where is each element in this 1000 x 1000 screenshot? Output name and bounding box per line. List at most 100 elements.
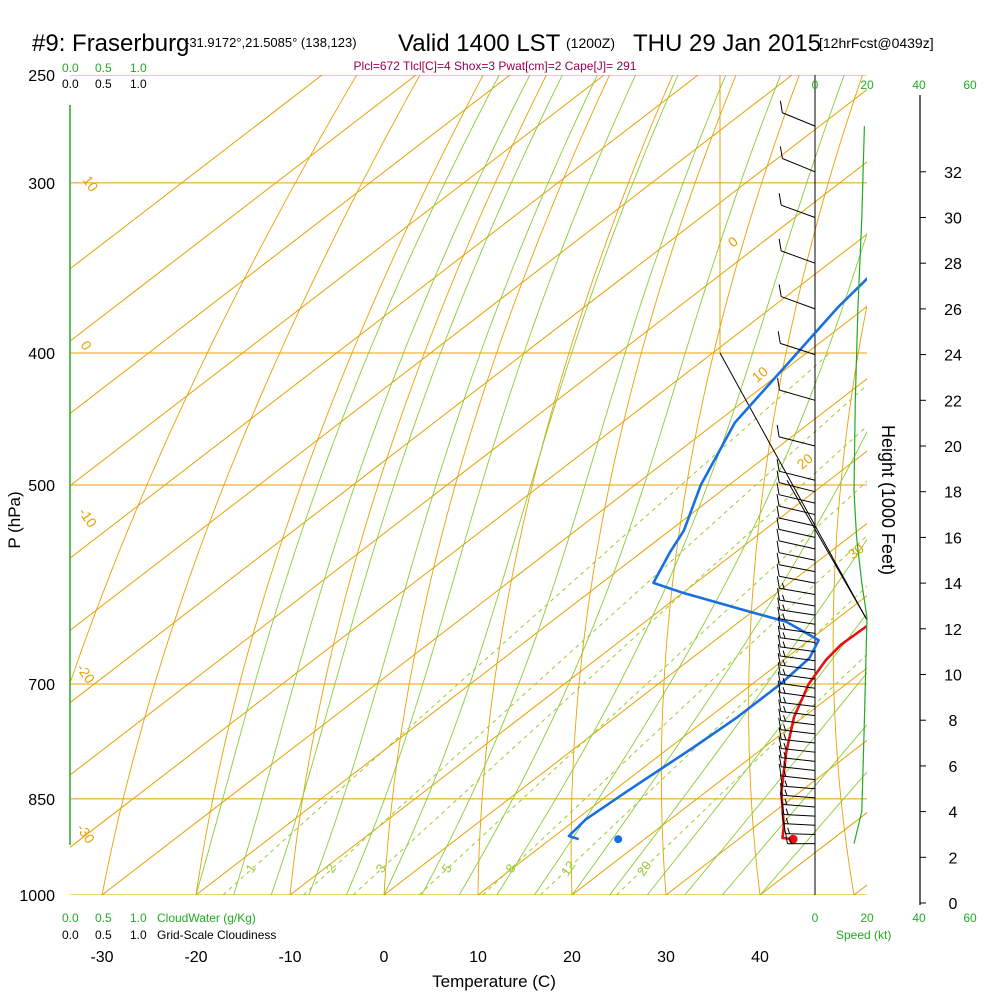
speed-tick-bottom-1: 20 [860,911,874,925]
wind-barb [782,158,816,173]
wind-barb-feather [776,517,780,530]
wind-barb-feather [782,604,786,611]
wind-barb [779,575,816,584]
wind-barb [780,637,816,644]
pressure-tick-label: 500 [28,478,55,495]
wind-barb-feather [777,671,781,684]
isotherm-line [70,75,793,632]
pressure-tick-label: 1000 [19,888,55,905]
speed-tick-bottom-0: 0 [812,911,819,925]
wind-barb-feather [778,736,782,749]
isotherm-label: -30 [74,821,99,847]
wind-barb [780,628,816,634]
dry-adiabat-line [101,75,421,895]
wind-barb-feather [783,742,787,750]
wind-barb [780,711,816,717]
wind-barb [778,552,816,561]
wind-barb-feather [782,641,786,648]
chart-title-coords: -31.9172°,21.5085° (138,123) [185,35,357,50]
wind-barb [782,803,816,808]
height-tick-label: 20 [944,439,962,456]
wind-barb [778,505,816,516]
moist-adiabat-line [571,430,867,895]
chart-title-valid: Valid 1400 LST [398,30,561,57]
dewpoint-line [567,276,867,841]
wind-barb [781,250,816,264]
isotherm-line [70,233,867,848]
mixing-ratio-line [352,425,867,895]
mixing-ratio-line [418,480,867,895]
mixing-ratio-label: 5 [438,861,454,876]
wind-barb [781,757,816,762]
wind-barb [779,436,816,447]
wind-barb-feather [783,770,787,777]
wind-barb [781,766,816,771]
speed-axis-label: Speed (kt) [836,928,891,942]
wind-barb-feather [778,699,782,712]
wind-barb-feather [777,378,781,391]
wind-barb [780,664,816,671]
wind-barb-feather [782,668,786,676]
cloudiness-tick-top-1: 0.5 [95,77,112,91]
temperature-tick-label: 0 [380,949,389,966]
wind-barb-feather [778,717,782,730]
cloudiness-tick-bottom-0: 0.0 [62,928,79,942]
pressure-tick-label: 850 [28,792,55,809]
speed-tick-top-0: 0 [812,78,819,92]
wind-barb [780,692,816,698]
mixing-ratio-line [540,585,867,895]
wind-barb-feather [784,780,788,787]
wind-barb [778,517,816,527]
cloud-water-label: CloudWater (g/Kg) [157,911,256,925]
chart-title-fcst: [12hrFcst@0439z] [819,35,934,51]
speed-axis: 0 20 40 60 0 20 40 60 Speed (kt) [812,78,977,942]
wind-barb-feather [781,802,785,815]
surface-dewpoint-point [614,835,623,844]
wind-barb [779,599,816,607]
wind-barb-feather [776,540,780,553]
mixing-ratio-line [482,535,867,895]
wind-barb [780,673,816,680]
wind-barb-feather [783,733,787,741]
wind-barb [781,738,816,744]
wind-barb-feather [779,783,783,796]
height-tick-label: 2 [949,850,958,867]
wind-barb-feather [778,238,782,251]
chart-title-zulu: (1200Z) [566,35,615,51]
wind-barb-feather [784,789,788,796]
wind-barb [781,296,816,310]
wind-barb-feather [788,837,792,844]
wind-barb [780,342,816,356]
wind-barb-feather [776,482,780,495]
wind-barb-feather [779,773,783,787]
wind-barb-feather [776,494,780,507]
height-tick-label: 6 [949,759,958,776]
wind-barb-feather [782,650,786,657]
isotherm-label: -20 [74,661,99,687]
wind-barb-feather [782,623,786,630]
temperature-tick-label: -10 [278,949,301,966]
height-tick-label: 8 [949,713,958,730]
wind-barb-feather [779,792,783,805]
wind-barb [782,112,816,127]
wind-barb-feather [778,708,782,721]
height-tick-label: 28 [944,256,962,273]
temperature-tick-label: 10 [469,949,487,966]
height-tick-label: 4 [949,805,958,822]
dry-adiabat-line [660,75,800,895]
pressure-tick-label: 700 [28,677,55,694]
wind-barb [781,748,816,753]
wind-barb-feather [778,754,782,767]
cloud-water-tick-top-1: 0.5 [95,61,112,75]
moist-adiabat-line [345,75,637,895]
wind-barb [785,833,816,835]
speed-tick-top-2: 40 [912,78,926,92]
wind-barb-feather [777,625,781,638]
wind-barb-feather [782,594,785,602]
speed-tick-bottom-3: 60 [963,911,977,925]
cloudiness-tick-bottom-1: 0.5 [95,928,112,942]
temperature-tick-label: -30 [90,949,113,966]
wind-barb [778,494,816,504]
wind-barb-feather [776,564,780,577]
